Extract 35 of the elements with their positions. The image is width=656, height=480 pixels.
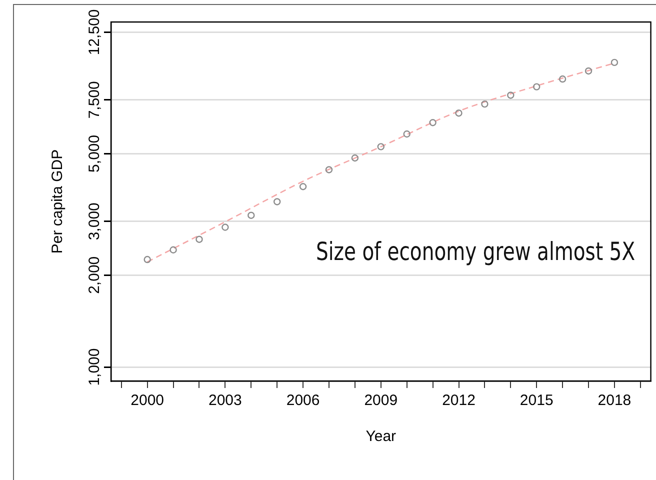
x-axis-title: Year (366, 428, 396, 446)
y-tick-label: 12,500 (86, 9, 104, 56)
point (248, 212, 255, 219)
point (533, 83, 540, 90)
point (481, 100, 488, 108)
x-tick-label: 2003 (208, 392, 242, 410)
y-tick-label: 1,000 (86, 348, 104, 386)
point (455, 110, 462, 117)
x-tick-label: 2006 (286, 392, 320, 410)
x-tick-label: 2012 (442, 392, 476, 410)
point (507, 92, 514, 99)
y-tick-label: 7,500 (86, 81, 104, 119)
point (584, 67, 592, 75)
y-axis-title: Per capita GDP (49, 149, 66, 254)
point (273, 198, 281, 206)
annotation: Size of economy grew almost 5X (316, 237, 635, 266)
point (610, 58, 618, 66)
point (558, 75, 566, 83)
y-tick-label: 5,000 (86, 134, 104, 172)
y-tick-label: 2,000 (86, 256, 104, 294)
point (222, 224, 229, 231)
point (170, 246, 177, 254)
point (196, 236, 203, 243)
point (144, 256, 151, 264)
x-tick-label: 2000 (130, 392, 164, 410)
point (429, 119, 436, 126)
x-tick-label: 2015 (520, 392, 554, 410)
y-tick-label: 3,000 (86, 202, 104, 240)
point (325, 166, 333, 174)
x-tick-label: 2009 (364, 392, 398, 410)
point (299, 183, 307, 190)
point (351, 154, 359, 162)
point (403, 130, 410, 138)
x-tick-label: 2018 (598, 392, 632, 410)
point (377, 143, 384, 150)
